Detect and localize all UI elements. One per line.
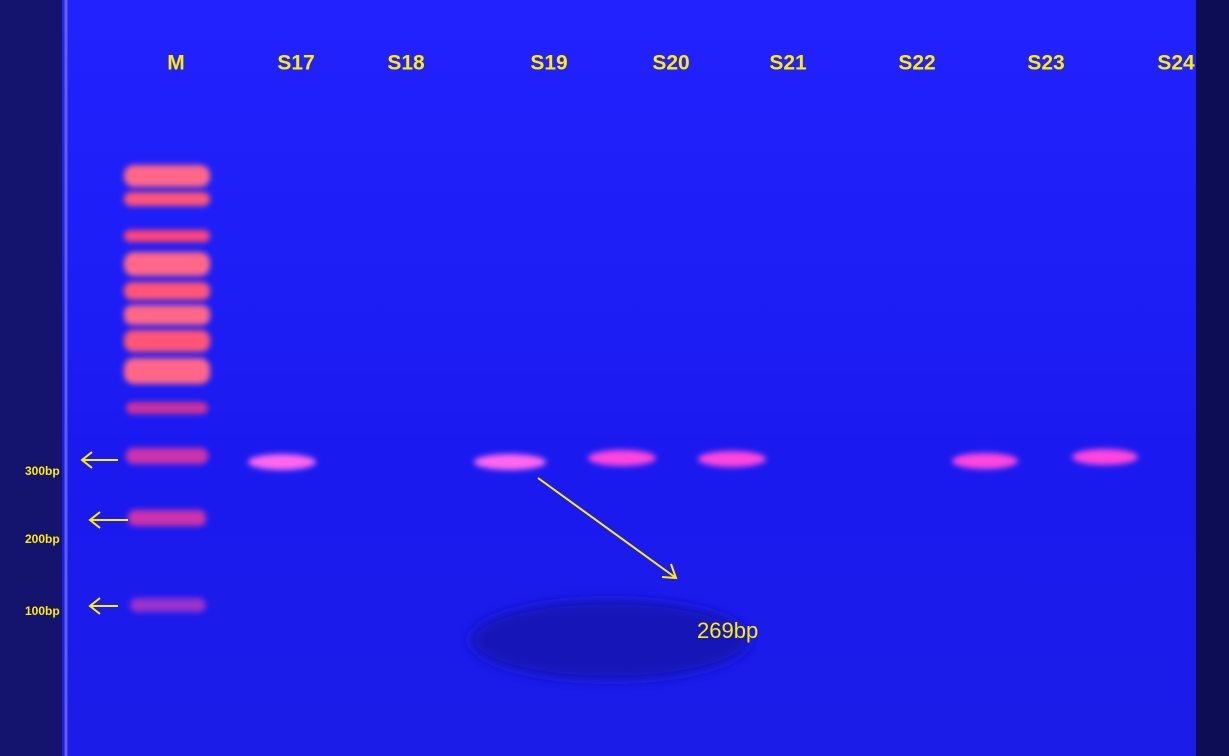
lane-label: S18 — [387, 52, 425, 75]
band-size-annotation: 269bp — [697, 618, 758, 643]
marker-label: 100bp — [25, 604, 60, 618]
lane-label: S17 — [277, 52, 314, 75]
lane-label: S21 — [769, 52, 807, 75]
gel-edge — [1196, 0, 1229, 756]
lane-label: S19 — [530, 52, 567, 75]
lane-label: S22 — [898, 52, 935, 75]
marker-label: 200bp — [25, 532, 60, 546]
marker-label: 300bp — [25, 464, 60, 478]
lane-label: S20 — [652, 52, 689, 75]
lane-label: S23 — [1027, 52, 1064, 75]
lane-label: S24 — [1157, 52, 1195, 75]
page: {"lanes": ["M", "S17", "S18", "S19", "S2… — [0, 0, 1229, 756]
gel-image: M S17 S18 S19 S20 S21 S22 S23 S24 300bp 200bp 10… — [0, 0, 1229, 756]
lane-label: M — [167, 52, 185, 75]
